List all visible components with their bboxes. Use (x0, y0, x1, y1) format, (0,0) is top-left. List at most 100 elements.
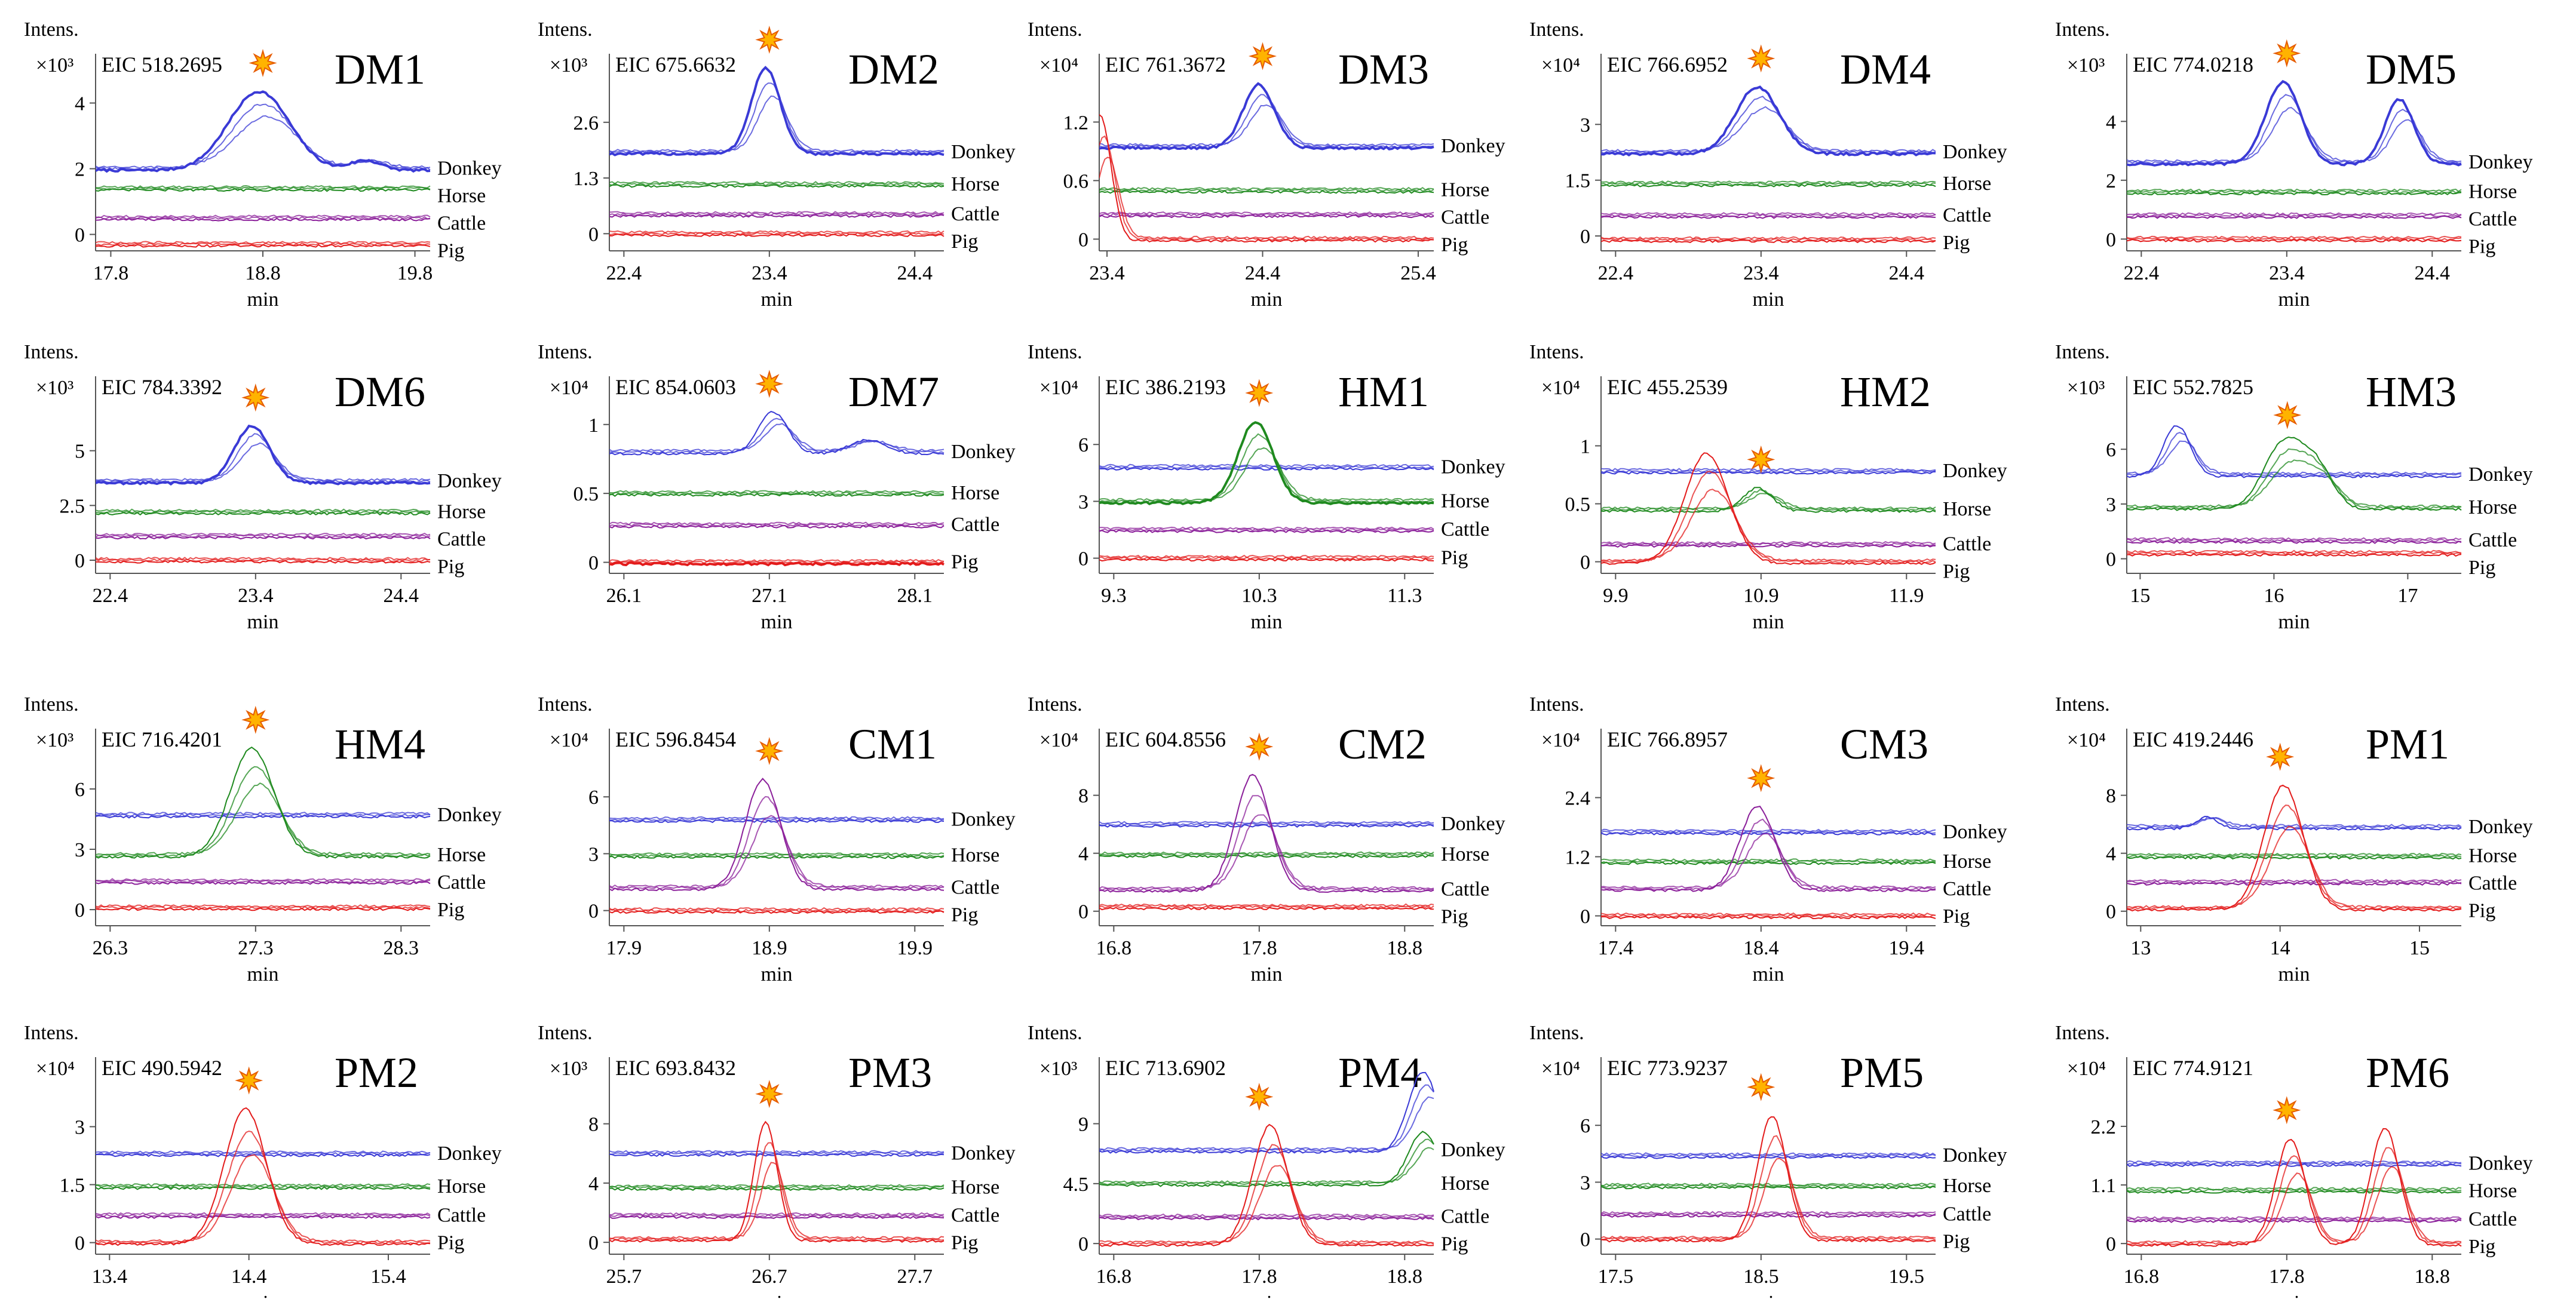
trace-donkey (1601, 468, 1936, 472)
trace-horse (96, 1183, 431, 1187)
trace-pig (609, 233, 944, 237)
panel-title: PM3 (848, 1049, 932, 1097)
trace-cattle (96, 1212, 431, 1216)
traces (1099, 421, 1434, 562)
trace-horse (1099, 853, 1434, 857)
x-tick-label: 23.4 (1743, 262, 1779, 284)
y-tick-label: 0 (2106, 229, 2116, 251)
trace-pig (1601, 489, 1936, 562)
trace-donkey (96, 812, 431, 816)
x-tick-label: 26.7 (752, 1266, 787, 1288)
y-multiplier: ×10⁴ (1541, 1058, 1580, 1080)
y-tick-label: 3 (1580, 114, 1590, 136)
trace-donkey (2127, 94, 2462, 165)
x-axis-title: min (1251, 1292, 1283, 1299)
eic-label: EIC 693.8432 (615, 1056, 736, 1080)
eic-label: EIC 518.2695 (102, 53, 222, 76)
eic-label: EIC 766.6952 (1607, 53, 1728, 76)
trace-pig (609, 1142, 944, 1242)
x-tick-label: 17.8 (2269, 1266, 2305, 1288)
y-axis-title: Intens. (2055, 693, 2110, 715)
legend-cattle: Cattle (951, 514, 999, 536)
eic-label: EIC 761.3672 (1105, 53, 1226, 76)
x-tick-label: 25.4 (1400, 262, 1436, 284)
trace-cattle (1601, 212, 1936, 216)
trace-donkey (96, 433, 431, 483)
x-tick-label: 11.9 (1889, 585, 1924, 607)
trace-donkey (609, 816, 944, 820)
legend-cattle: Cattle (1441, 207, 1489, 229)
x-tick-label: 14.4 (231, 1266, 267, 1288)
y-tick-label: 3 (75, 1116, 85, 1138)
x-tick-label: 16.8 (1096, 1266, 1132, 1288)
trace-pig (1099, 905, 1434, 909)
peak-marker-icon (755, 736, 784, 766)
panel-title: PM2 (335, 1049, 418, 1097)
trace-horse (609, 182, 944, 186)
y-tick-label: 0 (588, 1232, 599, 1254)
legend-cattle: Cattle (951, 877, 999, 899)
y-tick-label: 3 (588, 843, 599, 865)
trace-cattle (1099, 773, 1434, 893)
trace-donkey (1601, 1152, 1936, 1156)
legend-cattle: Cattle (1943, 1203, 1991, 1225)
x-tick-label: 10.3 (1241, 585, 1277, 607)
chart-panel-dm1: Intens. ×10³ EIC 518.2695 DM1 0 2 4 17.8 18.8 19.… (24, 19, 502, 311)
panel-title: PM5 (1840, 1049, 1924, 1097)
trace-donkey (1099, 465, 1434, 469)
chart-panel-cm2: Intens. ×10⁴ EIC 604.8556 CM2 0 4 8 16.8 17.8 18.… (1028, 693, 1505, 985)
legend-pig: Pig (437, 899, 464, 921)
x-axis-title: min (761, 288, 793, 311)
chart-panel-hm4: Intens. ×10³ EIC 716.4201 HM4 0 3 6 26.3 27.3 28.… (24, 693, 502, 985)
y-axis-title: Intens. (24, 1022, 79, 1044)
legend-pig: Pig (1441, 234, 1468, 256)
x-tick-label: 19.4 (1889, 937, 1925, 959)
trace-horse (609, 184, 944, 188)
y-tick-label: 0 (75, 550, 85, 572)
legend-pig: Pig (1441, 905, 1468, 928)
trace-pig (1601, 238, 1936, 242)
trace-donkey (2127, 1160, 2462, 1164)
x-tick-label: 18.4 (1743, 937, 1779, 959)
eic-label: EIC 716.4201 (102, 727, 222, 751)
y-tick-label: 3 (2106, 494, 2116, 516)
x-tick-label: 24.4 (1889, 262, 1925, 284)
y-tick-label: 0.6 (1063, 170, 1089, 192)
trace-cattle (1099, 1213, 1434, 1217)
trace-horse (96, 185, 431, 189)
x-tick-label: 27.7 (897, 1266, 933, 1288)
trace-cattle (609, 523, 944, 527)
trace-pig (1601, 452, 1936, 566)
trace-donkey (2127, 1163, 2462, 1168)
trace-donkey (1601, 106, 1936, 153)
chart-panel-dm3: Intens. ×10⁴ EIC 761.3672 DM3 0 0.6 1.2 23.4 24.… (1028, 19, 1505, 311)
y-multiplier: ×10³ (36, 729, 73, 751)
x-tick-label: 17 (2397, 585, 2418, 607)
y-tick-label: 0 (1078, 901, 1088, 923)
chart-panel-pm3: Intens. ×10³ EIC 693.8432 PM3 0 4 8 25.7 26.7 27.… (538, 1022, 1016, 1299)
y-tick-label: 6 (75, 779, 85, 801)
legend-pig: Pig (1943, 905, 1970, 928)
trace-cattle (96, 1214, 431, 1218)
trace-horse (2127, 448, 2462, 509)
x-tick-label: 9.9 (1603, 585, 1629, 607)
traces (1601, 805, 1936, 920)
y-multiplier: ×10⁴ (36, 1058, 75, 1080)
x-axis-title: min (2278, 611, 2310, 633)
y-axis-title: Intens. (24, 341, 79, 363)
legend-pig: Pig (1943, 560, 1970, 582)
eic-label: EIC 419.2446 (2133, 727, 2253, 751)
trace-cattle (2127, 880, 2462, 885)
trace-pig (1099, 1123, 1434, 1247)
y-tick-label: 2.6 (574, 112, 599, 134)
chart-panel-cm1: Intens. ×10⁴ EIC 596.8454 CM1 0 3 6 17.9 18.9 19.… (538, 693, 1016, 985)
trace-horse (1099, 854, 1434, 858)
trace-horse (1099, 447, 1434, 502)
y-tick-label: 2.5 (60, 495, 85, 517)
x-tick-label: 24.4 (897, 262, 933, 284)
eic-label: EIC 784.3392 (102, 375, 222, 399)
y-axis-title: Intens. (1529, 19, 1584, 41)
legend-horse: Horse (1943, 850, 1991, 873)
trace-donkey (1099, 1096, 1434, 1151)
trace-donkey (1601, 1155, 1936, 1159)
